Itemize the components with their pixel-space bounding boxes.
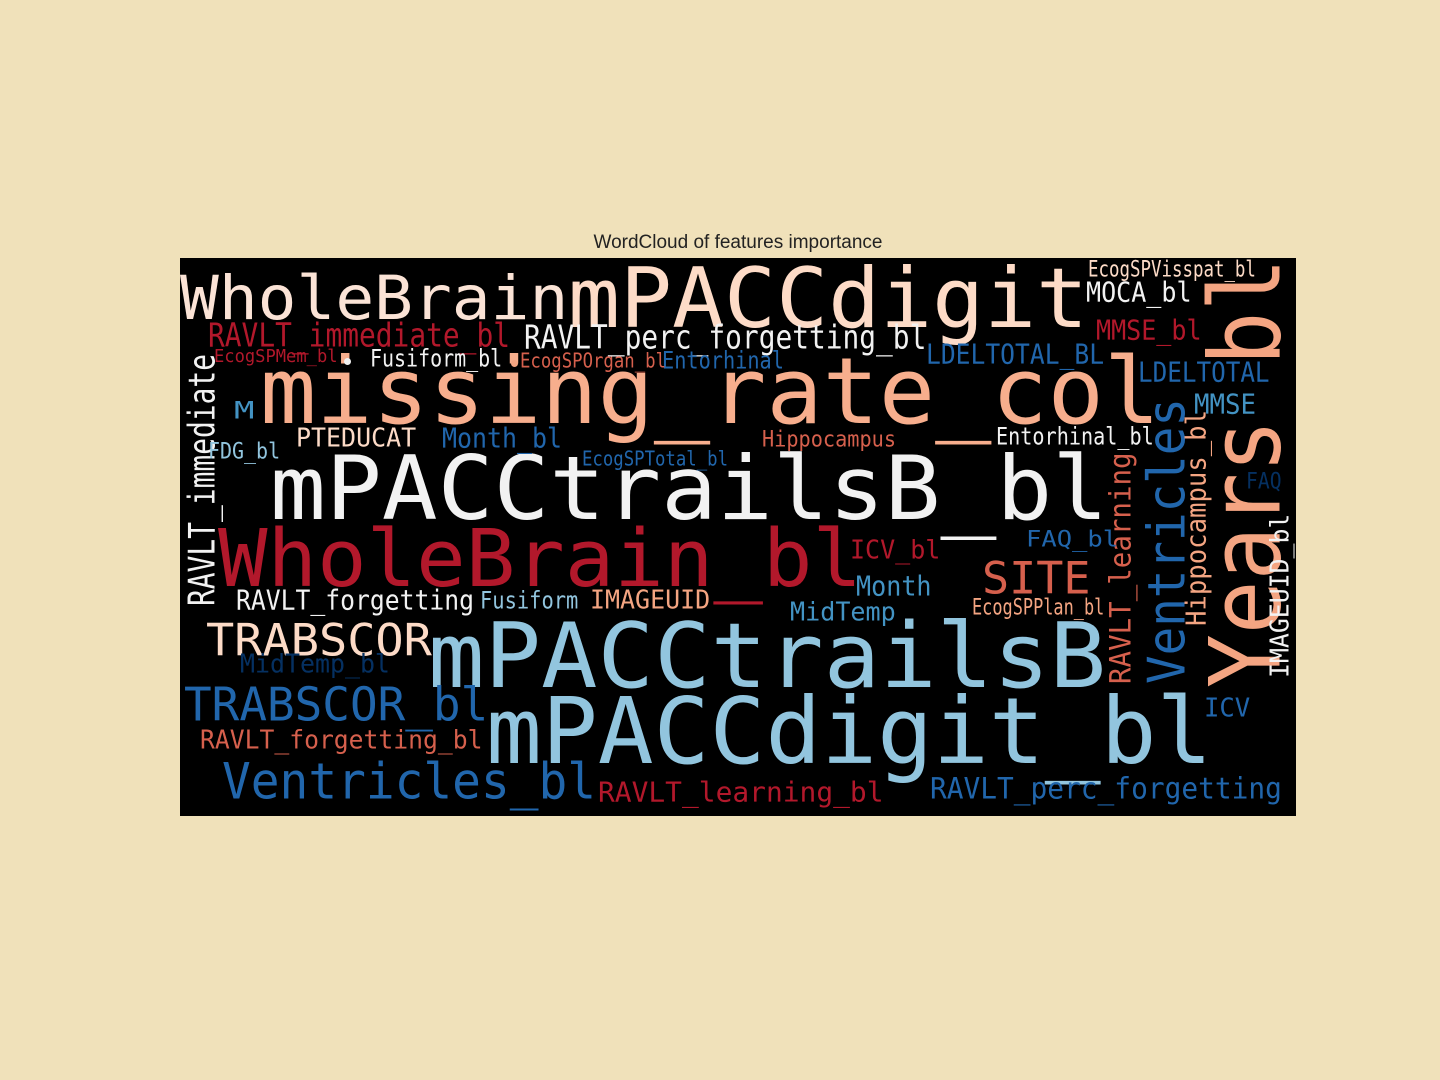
- word-month: Month: [856, 570, 932, 604]
- word-fusiform-bl: Fusiform_bl: [370, 345, 503, 374]
- word-ravlt-forgetting: RAVLT_forgetting: [236, 584, 475, 618]
- chart-title: WordCloud of features importance: [593, 232, 883, 253]
- word-faq-bl: FAQ_bl: [1026, 525, 1119, 553]
- word-icv-bl: ICV_bl: [850, 534, 941, 566]
- word-fusiform: Fusiform: [480, 587, 579, 616]
- word-ecogspvisspat-bl: EcogSPVisspat_bl: [1088, 258, 1256, 283]
- word-midtemp-bl: MidTemp_bl: [240, 648, 390, 680]
- word-icv: ICV: [1204, 692, 1251, 724]
- word-ecogsporgan-bl: EcogSPOrgan_bl: [520, 349, 667, 374]
- word-ldeltotal: LDELTOTAL: [1138, 356, 1270, 390]
- word-ravlt-forgetting-bl: RAVLT_forgetting_bl: [200, 724, 483, 756]
- word-wholebrain-bl: WholeBrain_bl: [218, 513, 862, 606]
- word-trabscor: TRABSCOR: [206, 613, 432, 667]
- word-mpacctrailsb: mPACCtrailsB: [428, 603, 1107, 709]
- word-hippocampus: Hippocampus: [762, 425, 897, 453]
- word-ecogsptotal-bl: EcogSPTotal_bl: [582, 447, 729, 472]
- word-missing-rate-col: missing_rate_col: [260, 337, 1161, 445]
- wordcloud-panel: missing_rate_col mPACCdigit mPACCtrailsB_b…: [180, 258, 1296, 816]
- word-imageuid-bl: IMAGEUID_bl: [1264, 513, 1296, 678]
- word-ravlt-perc-forgetting: RAVLT_perc_forgetting: [930, 770, 1282, 807]
- word-imageuid: IMAGEUID: [590, 584, 711, 616]
- word-ecogspplan-bl: EcogSPPlan_bl: [972, 593, 1105, 621]
- word-fdg-bl: FDG_bl: [208, 437, 281, 465]
- word-entorhinal: Entorhinal: [662, 347, 784, 376]
- word-ravlt-learning-bl: RAVLT_learning_bl: [598, 776, 884, 810]
- word-site: SITE: [982, 551, 1091, 605]
- word-ravlt-immediate: RAVLT_immediate: [180, 353, 224, 606]
- word-hippocampus-bl: Hippocampus_bl: [1180, 409, 1214, 626]
- separator-dot: [344, 358, 351, 365]
- word-month-bl: Month_bl: [442, 422, 563, 456]
- word-pteducat: PTEDUCAT: [296, 422, 417, 454]
- separator-dot: [511, 360, 518, 367]
- word-mmse-bl: MMSE_bl: [1096, 314, 1202, 348]
- word-m: M: [234, 397, 255, 426]
- word-ldeltotal-bl: LDELTOTAL_BL: [926, 338, 1105, 372]
- word-mpacctrailsb-bl: mPACCtrailsB_bl: [270, 438, 1109, 541]
- word-ravlt-perc-forgetting-bl: RAVLT_perc_forgetting_bl: [524, 318, 927, 357]
- word-moca-bl: MOCA_bl: [1086, 276, 1192, 310]
- word-mmse: MMSE: [1194, 388, 1257, 422]
- word-midtemp: MidTemp: [790, 596, 896, 628]
- word-faq: FAQ: [1246, 467, 1282, 495]
- word-ravlt-immediate-bl: RAVLT_immediate_bl: [208, 316, 511, 355]
- word-ventricles-bl: Ventricles_bl: [222, 751, 597, 811]
- word-wholebrain: WholeBrain: [180, 264, 569, 335]
- word-ravlt-learning: RAVLT_learning: [1102, 452, 1139, 684]
- word-mpaccdigit: mPACCdigit: [568, 258, 1089, 347]
- word-ecogspmem-bl: EcogSPMem_bl: [214, 345, 338, 366]
- word-entorhinal-bl: Entorhinal_bl: [996, 423, 1154, 452]
- word-mpaccdigit-bl: mPACCdigit_bl: [486, 677, 1213, 785]
- word-trabscor-bl: TRABSCOR_bl: [184, 677, 489, 732]
